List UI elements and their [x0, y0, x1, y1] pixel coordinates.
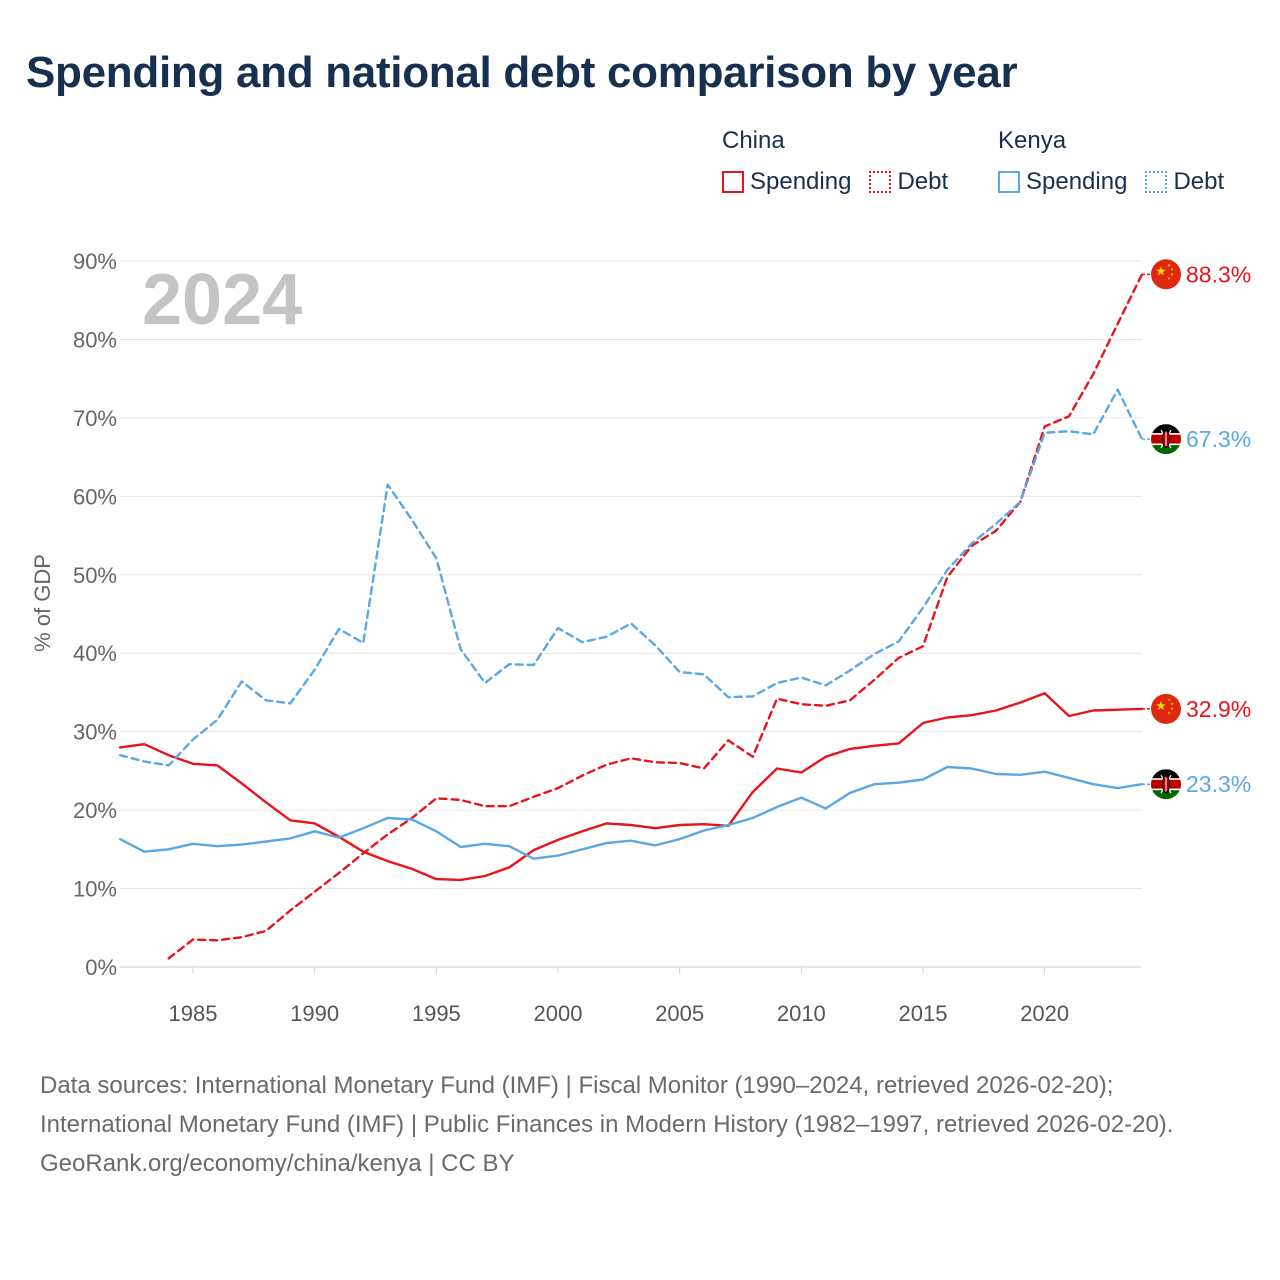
legend-china-debt[interactable]: Debt: [869, 168, 948, 196]
kenya-debt-line[interactable]: [118, 388, 1144, 767]
end-value-label: 32.9%: [1186, 696, 1251, 722]
kenya-flag-icon: [1151, 769, 1181, 800]
china-debt-swatch: [869, 171, 892, 193]
legend-kenya-debt-label: Debt: [1173, 168, 1225, 195]
y-tick-label: 10%: [73, 877, 117, 902]
legend-china-debt-label: Debt: [897, 168, 949, 195]
x-tick-label: 1995: [412, 1001, 461, 1026]
kenya-flag-icon: [1151, 424, 1181, 455]
y-tick-label: 80%: [73, 327, 117, 352]
kenya-debt-swatch: [1145, 171, 1168, 193]
legend-kenya: Kenya Spending Debt: [998, 126, 1242, 196]
y-tick-label: 40%: [73, 641, 117, 666]
y-tick-label: 30%: [73, 720, 117, 745]
legend-kenya-spending-label: Spending: [1026, 168, 1128, 195]
y-tick-label: 20%: [73, 798, 117, 823]
year-label: 2024: [142, 260, 302, 340]
source-text: Data sources: International Monetary Fun…: [40, 1072, 1174, 1138]
x-tick-label: 2010: [777, 1001, 826, 1026]
china-spending-swatch: [722, 171, 744, 193]
end-value-label: 67.3%: [1186, 426, 1251, 452]
x-tick-label: 1985: [169, 1001, 218, 1026]
axes: 0% 10% 20% 30% 40% 50% 60% 70% 80% 90% 1985 1990 199…: [73, 249, 1069, 1026]
end-labels: 32.9% 88.3% 23.3% 67.3%: [1142, 259, 1251, 800]
x-tick-label: 1990: [290, 1001, 339, 1026]
legend-kenya-debt[interactable]: Debt: [1145, 168, 1224, 196]
y-tick-label: 90%: [73, 249, 117, 274]
series-lines: [118, 273, 1144, 960]
china-flag-icon: [1151, 693, 1181, 724]
chart-title: Spending and national debt comparison by…: [26, 48, 1018, 97]
line-chart: 2024 0% 10% 20% 30% 40% 50% 60% 70% 80% 90% 1985 19…: [30, 249, 1251, 1026]
kenya-spending-line[interactable]: [118, 765, 1144, 860]
legend-china-spending-label: Spending: [750, 168, 852, 195]
end-value-label: 23.3%: [1186, 771, 1251, 797]
x-tick-label: 2015: [899, 1001, 948, 1026]
y-tick-label: 50%: [73, 563, 117, 588]
x-tick-label: 2005: [655, 1001, 704, 1026]
x-tick-label: 2000: [534, 1001, 583, 1026]
legend-kenya-name: Kenya: [998, 127, 1067, 154]
china-spending-line[interactable]: [118, 692, 1144, 882]
x-tick-label: 2020: [1020, 1001, 1069, 1026]
legend-china-spending[interactable]: Spending: [722, 168, 851, 196]
credit-text: GeoRank.org/economy/china/kenya | CC BY: [40, 1150, 515, 1177]
y-tick-label: 70%: [73, 406, 117, 431]
y-axis-label: % of GDP: [30, 554, 55, 652]
kenya-spending-swatch: [998, 171, 1020, 193]
footer: Data sources: International Monetary Fun…: [40, 1066, 1240, 1183]
end-value-label: 88.3%: [1186, 261, 1251, 287]
y-tick-label: 0%: [85, 955, 117, 980]
legend-kenya-spending[interactable]: Spending: [998, 168, 1127, 196]
grid-lines: [120, 260, 1142, 968]
china-flag-icon: [1151, 259, 1181, 290]
legend-china: China Spending Debt: [722, 126, 966, 196]
legend-china-name: China: [722, 127, 785, 154]
y-tick-label: 60%: [73, 484, 117, 509]
china-debt-line[interactable]: [167, 273, 1144, 960]
